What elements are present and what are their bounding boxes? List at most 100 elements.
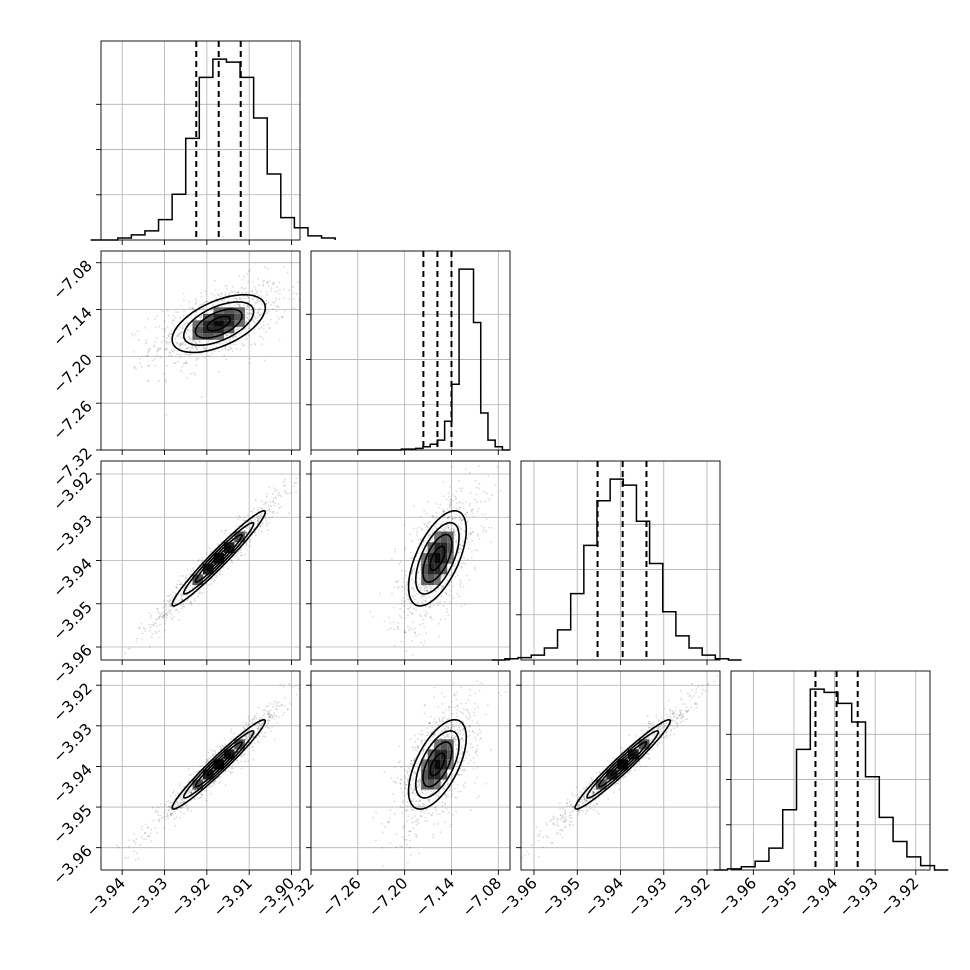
scatter-point <box>202 347 205 350</box>
scatter-point <box>146 317 149 320</box>
scatter-point <box>258 308 260 311</box>
scatter-point <box>410 571 413 574</box>
scatter-point <box>230 290 233 292</box>
scatter-point <box>417 780 420 783</box>
scatter-point <box>389 621 392 624</box>
scatter-point <box>205 799 208 802</box>
scatter-point <box>176 808 179 811</box>
scatter-point <box>252 298 255 301</box>
panel-frame <box>310 670 511 871</box>
scatter-point <box>145 339 148 341</box>
scatter-point <box>257 510 260 512</box>
scatter-point <box>444 802 446 805</box>
scatter-point <box>467 762 470 765</box>
scatter-point <box>165 616 168 619</box>
scatter-point <box>383 620 386 623</box>
scatter-point <box>165 612 168 615</box>
scatter-point <box>266 705 269 708</box>
scatter-point <box>404 631 406 634</box>
scatter-point <box>164 809 167 812</box>
scatter-point <box>458 547 461 550</box>
scatter-point <box>156 618 159 621</box>
scatter-point <box>568 801 571 803</box>
scatter-point <box>204 790 207 793</box>
scatter-point <box>478 482 481 485</box>
scatter-point <box>179 347 182 350</box>
scatter-point <box>406 583 409 586</box>
scatter-point <box>264 736 267 738</box>
scatter-point <box>419 799 422 802</box>
scatter-point <box>147 350 150 353</box>
scatter-point <box>415 772 417 775</box>
scatter-point <box>193 798 196 800</box>
scatter-point <box>491 494 493 497</box>
scatter-point <box>135 852 138 855</box>
scatter-point <box>211 577 214 580</box>
scatter-point <box>450 721 453 724</box>
density-cell <box>434 531 441 543</box>
scatter-point <box>274 489 276 492</box>
scatter-point <box>158 615 161 618</box>
scatter-point <box>176 583 179 586</box>
scatter-point <box>476 720 479 723</box>
scatter-point <box>425 512 428 515</box>
scatter-point <box>151 806 154 809</box>
scatter-point <box>570 816 573 819</box>
scatter-point <box>231 291 234 294</box>
scatter-point <box>289 684 291 687</box>
scatter-point <box>453 531 456 533</box>
scatter-point <box>188 573 191 576</box>
scatter-point <box>276 511 279 514</box>
scatter-point <box>170 812 172 815</box>
scatter-point <box>316 292 318 294</box>
scatter-point <box>258 518 261 520</box>
density-cell <box>192 326 203 334</box>
scatter-point <box>455 748 458 750</box>
scatter-point <box>409 839 411 842</box>
scatter-point <box>261 723 263 725</box>
scatter-point <box>394 766 396 769</box>
scatter-point <box>157 814 160 816</box>
scatter-point <box>449 574 452 577</box>
scatter-point <box>179 603 182 606</box>
scatter-point <box>159 347 161 350</box>
scatter-point <box>695 688 698 691</box>
scatter-point <box>271 283 274 286</box>
scatter-point <box>450 503 452 506</box>
scatter-point <box>145 342 147 345</box>
scatter-point <box>238 303 241 306</box>
contour-line <box>171 719 267 810</box>
scatter-point <box>447 516 449 519</box>
scatter-point <box>418 564 421 566</box>
scatter-point <box>191 586 194 589</box>
scatter-point <box>419 539 422 542</box>
scatter-point <box>254 328 256 331</box>
scatter-point <box>411 809 414 811</box>
scatter-point <box>181 801 184 804</box>
scatter-point <box>135 838 138 840</box>
scatter-point <box>458 479 460 482</box>
scatter-point <box>200 316 203 318</box>
scatter-point <box>295 481 298 484</box>
scatter-point <box>169 605 172 607</box>
scatter-point <box>429 534 431 536</box>
scatter-point <box>180 343 183 346</box>
scatter-point <box>418 784 421 787</box>
scatter-point <box>138 626 141 629</box>
scatter-point <box>149 626 152 629</box>
scatter-point <box>186 804 189 807</box>
scatter-point <box>470 509 473 512</box>
scatter-point <box>465 715 467 718</box>
scatter-point <box>420 615 423 618</box>
scatter-point <box>447 717 450 720</box>
scatter-point <box>227 300 229 303</box>
scatter-point <box>189 789 192 792</box>
scatter-point <box>592 808 595 811</box>
scatter-point <box>406 772 408 775</box>
scatter-point <box>195 302 198 305</box>
scatter-point <box>451 685 453 687</box>
scatter-point <box>240 287 243 290</box>
scatter-point <box>445 725 448 728</box>
scatter-point <box>269 501 272 503</box>
scatter-point <box>188 335 191 338</box>
